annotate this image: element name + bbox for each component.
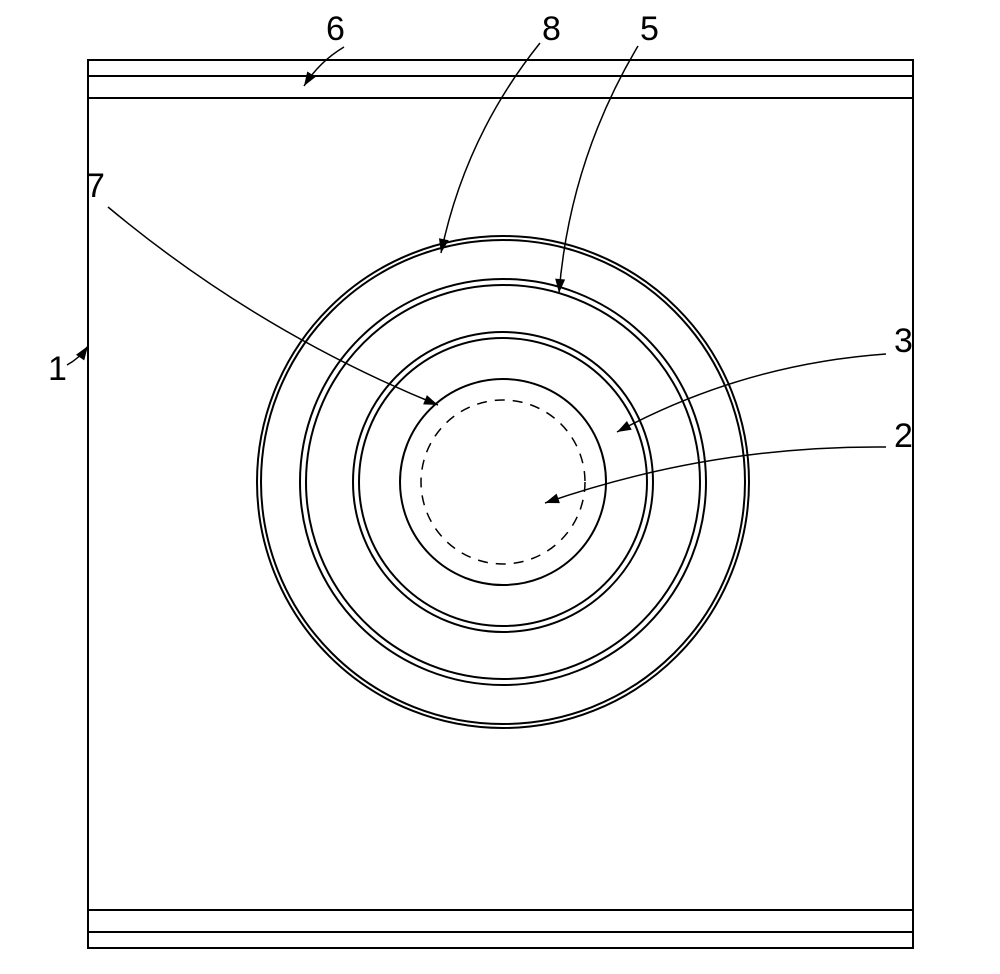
label-5: 5 [640, 10, 659, 48]
canvas-bg [0, 0, 1000, 974]
label-8: 8 [542, 10, 561, 48]
label-3: 3 [894, 322, 913, 360]
label-1: 1 [48, 350, 67, 388]
label-2: 2 [894, 417, 913, 455]
label-7: 7 [86, 167, 105, 205]
label-6: 6 [326, 10, 345, 48]
